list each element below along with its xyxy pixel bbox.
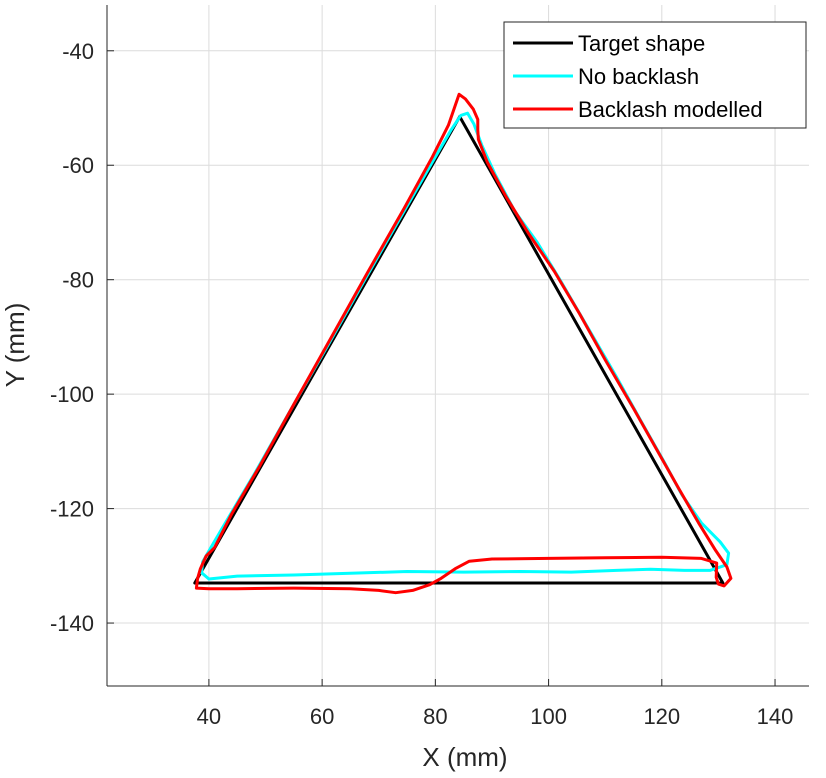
series-line-backlash-modelled xyxy=(194,92,733,595)
legend-label: No backlash xyxy=(578,64,699,89)
x-tick-label: 80 xyxy=(423,704,447,729)
y-tick-label: -120 xyxy=(50,497,94,522)
series-line-target-shape xyxy=(193,115,725,585)
y-tick-label: -100 xyxy=(50,382,94,407)
legend-label: Backlash modelled xyxy=(578,97,763,122)
y-axis-title: Y (mm) xyxy=(0,303,30,388)
axes xyxy=(106,5,809,687)
x-tick-label: 100 xyxy=(530,704,567,729)
x-tick-label: 40 xyxy=(197,704,221,729)
x-tick-labels: 40 60 80 100 120 140 xyxy=(197,704,794,729)
y-tick-label: -80 xyxy=(62,268,94,293)
y-tick-label: -140 xyxy=(50,611,94,636)
x-tick-label: 140 xyxy=(757,704,794,729)
legend: Target shape No backlash Backlash modelled xyxy=(503,21,807,129)
x-axis-title: X (mm) xyxy=(422,742,507,772)
x-tick-label: 60 xyxy=(310,704,334,729)
y-tick-label: -60 xyxy=(62,153,94,178)
legend-label: Target shape xyxy=(578,31,705,56)
x-tick-label: 120 xyxy=(643,704,680,729)
series-layer xyxy=(193,92,733,595)
y-tick-labels: -40 -60 -80 -100 -120 -140 xyxy=(50,39,94,636)
y-tick-label: -40 xyxy=(62,39,94,64)
